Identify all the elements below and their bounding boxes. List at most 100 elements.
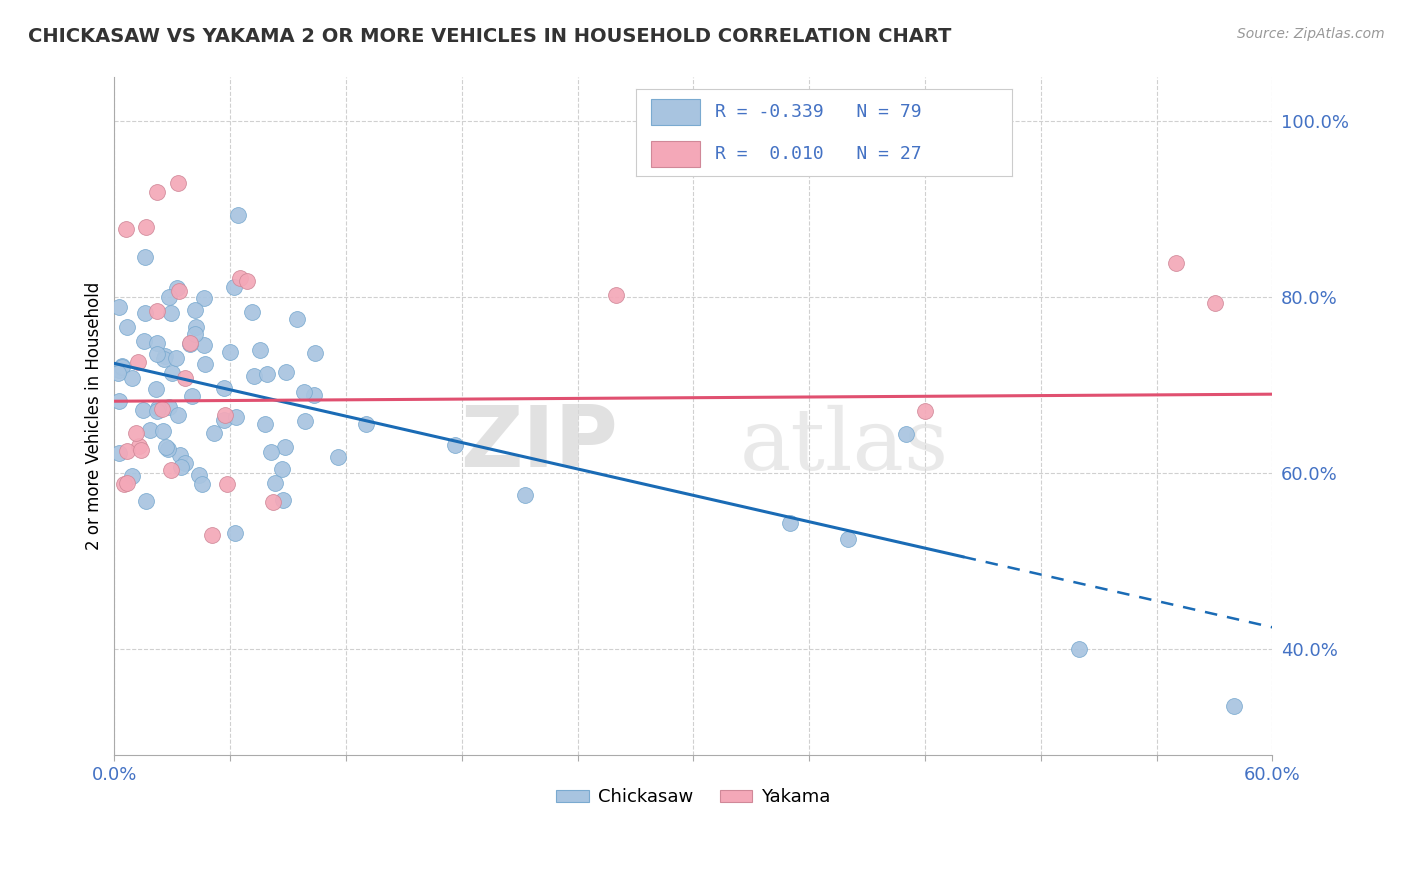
Point <box>193 337 215 351</box>
Point <box>132 403 155 417</box>
Point <box>145 335 167 350</box>
Point <box>174 456 197 470</box>
Point <box>165 351 187 365</box>
Point <box>212 381 235 395</box>
Point <box>837 532 859 546</box>
Legend: Chickasaw, Yakama: Chickasaw, Yakama <box>548 781 838 814</box>
Point <box>194 357 217 371</box>
Point <box>121 371 143 385</box>
Text: ZIP: ZIP <box>460 401 619 484</box>
Text: atlas: atlas <box>740 405 949 488</box>
Point <box>111 359 134 373</box>
Point <box>274 365 297 379</box>
Point <box>1223 698 1246 713</box>
Point <box>260 445 283 459</box>
Point <box>108 300 131 314</box>
Point <box>326 450 349 464</box>
Point <box>214 409 236 423</box>
Point <box>155 440 177 454</box>
Point <box>157 290 180 304</box>
Point <box>169 448 191 462</box>
Point <box>134 334 156 348</box>
Point <box>304 388 326 402</box>
Point <box>135 494 157 508</box>
Point <box>249 343 271 357</box>
Point <box>605 288 627 302</box>
Point <box>181 389 204 403</box>
Point <box>128 439 150 453</box>
Point <box>146 401 169 416</box>
Point <box>914 404 936 418</box>
Point <box>121 469 143 483</box>
Point <box>254 417 277 431</box>
Point <box>236 274 259 288</box>
Point <box>222 280 245 294</box>
Point <box>215 476 238 491</box>
Point <box>160 366 183 380</box>
Point <box>112 477 135 491</box>
Point <box>135 219 157 234</box>
Point <box>187 467 209 482</box>
Point <box>264 475 287 490</box>
Point <box>115 222 138 236</box>
Point <box>127 354 149 368</box>
Point <box>115 476 138 491</box>
Point <box>186 320 208 334</box>
Point <box>1204 296 1226 310</box>
Point <box>167 408 190 422</box>
Point <box>229 271 252 285</box>
Point <box>170 460 193 475</box>
Point <box>108 363 131 377</box>
Point <box>354 417 377 431</box>
Point <box>779 516 801 531</box>
Point <box>179 337 201 351</box>
Point <box>167 284 190 298</box>
Point <box>111 359 134 374</box>
Point <box>129 442 152 457</box>
Point <box>146 185 169 199</box>
Text: CHICKASAW VS YAKAMA 2 OR MORE VEHICLES IN HOUSEHOLD CORRELATION CHART: CHICKASAW VS YAKAMA 2 OR MORE VEHICLES I… <box>28 27 952 45</box>
Point <box>145 382 167 396</box>
Point <box>226 208 249 222</box>
Point <box>274 440 297 454</box>
Point <box>115 444 138 458</box>
Point <box>894 427 917 442</box>
Point <box>160 306 183 320</box>
Point <box>125 426 148 441</box>
Point <box>160 462 183 476</box>
Point <box>145 347 167 361</box>
Point <box>138 423 160 437</box>
Point <box>184 327 207 342</box>
Point <box>152 424 174 438</box>
Point <box>1164 255 1187 269</box>
Point <box>219 345 242 359</box>
Point <box>107 367 129 381</box>
Point <box>262 495 284 509</box>
Point <box>166 281 188 295</box>
Point <box>515 488 537 502</box>
Point <box>200 528 222 542</box>
Point <box>134 250 156 264</box>
Point <box>107 393 129 408</box>
Point <box>294 414 316 428</box>
Point <box>256 367 278 381</box>
Point <box>179 335 201 350</box>
Point <box>134 306 156 320</box>
Point <box>183 302 205 317</box>
Point <box>202 425 225 440</box>
Point <box>153 351 176 366</box>
Point <box>240 304 263 318</box>
Point <box>146 304 169 318</box>
Point <box>157 442 180 457</box>
Point <box>271 462 294 476</box>
Point <box>157 400 180 414</box>
Point <box>108 446 131 460</box>
Point <box>167 176 190 190</box>
Point <box>273 492 295 507</box>
Point <box>225 410 247 425</box>
Point <box>224 525 246 540</box>
Point <box>150 402 173 417</box>
Point <box>304 346 326 360</box>
Point <box>444 438 467 452</box>
Point <box>146 404 169 418</box>
